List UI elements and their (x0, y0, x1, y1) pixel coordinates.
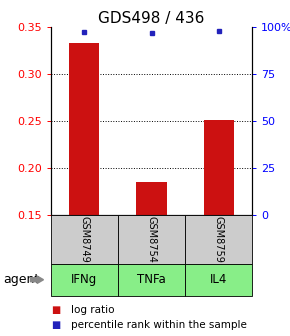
Title: GDS498 / 436: GDS498 / 436 (98, 11, 205, 26)
Text: percentile rank within the sample: percentile rank within the sample (71, 320, 247, 330)
Text: GSM8759: GSM8759 (214, 216, 224, 263)
Text: ■: ■ (51, 320, 60, 330)
Text: TNFa: TNFa (137, 273, 166, 286)
Text: GSM8754: GSM8754 (146, 216, 157, 263)
Text: IL4: IL4 (210, 273, 227, 286)
Text: IFNg: IFNg (71, 273, 97, 286)
Text: log ratio: log ratio (71, 305, 115, 314)
Text: ■: ■ (51, 305, 60, 314)
Bar (136, 182, 167, 215)
Bar (69, 43, 99, 215)
Text: GSM8749: GSM8749 (79, 216, 89, 263)
Text: agent: agent (3, 273, 39, 286)
Bar (204, 120, 234, 215)
